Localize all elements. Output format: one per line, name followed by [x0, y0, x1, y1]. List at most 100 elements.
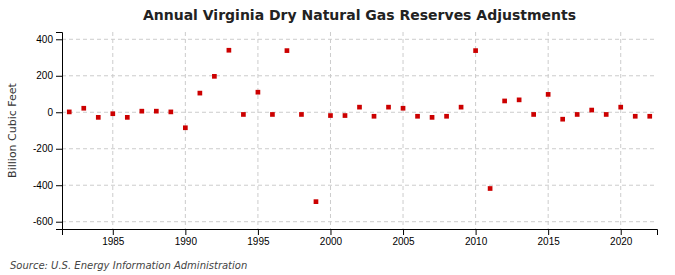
point: [560, 117, 565, 122]
x-grid-line: [257, 32, 258, 229]
point: [647, 114, 652, 119]
y-tick-label: -400: [33, 180, 53, 191]
point: [459, 105, 464, 110]
point: [343, 113, 348, 118]
point: [125, 115, 130, 120]
y-tick-mark: [56, 222, 62, 223]
point: [270, 112, 275, 117]
point: [546, 92, 551, 97]
x-tick-mark: [403, 229, 404, 235]
x-tick-label: 2005: [392, 236, 415, 247]
y-grid-line: [62, 112, 657, 113]
chart: 19851990199520002005201020152020-600-400…: [0, 0, 675, 275]
y-grid-line: [62, 221, 657, 222]
y-tick-label: 200: [36, 70, 53, 81]
y-tick-mark: [56, 185, 62, 186]
point: [604, 112, 609, 117]
y-grid-line: [62, 148, 657, 149]
x-tick: 2010: [465, 229, 488, 247]
point: [227, 48, 232, 53]
y-tick-label: -600: [33, 216, 53, 227]
point: [328, 113, 333, 118]
point: [198, 91, 203, 96]
y-tick: -600: [33, 216, 62, 227]
point: [241, 112, 246, 117]
point: [139, 109, 144, 114]
x-tick: 2015: [538, 229, 561, 247]
y-grid-line: [62, 75, 657, 76]
y-tick-mark: [56, 149, 62, 150]
point: [67, 110, 72, 115]
point: [168, 110, 173, 115]
point: [110, 111, 115, 116]
point: [183, 125, 188, 130]
y-tick: 0: [47, 107, 62, 118]
plot: 19851990199520002005201020152020-600-400…: [33, 32, 658, 247]
x-tick: 1990: [175, 229, 198, 247]
x-grid-line: [330, 32, 331, 229]
point: [96, 115, 101, 120]
point: [386, 105, 391, 110]
point: [401, 106, 406, 111]
point: [531, 112, 536, 117]
title: Annual Virginia Dry Natural Gas Reserves…: [143, 7, 576, 23]
y-tick: -400: [33, 180, 62, 191]
y-tick-mark: [56, 76, 62, 77]
x-axis-line: [63, 230, 658, 236]
x-axis: 1985 1990 1995 2000 2005 2010 2015 2020: [63, 229, 658, 247]
x-tick-label: 2010: [465, 236, 488, 247]
y-tick-label: 400: [36, 34, 53, 45]
x-tick-mark: [476, 229, 477, 235]
point: [314, 199, 319, 204]
points: [67, 48, 652, 204]
x-tick: 2005: [392, 229, 415, 247]
point: [154, 109, 159, 114]
grid: [62, 32, 657, 229]
x-grid-line: [548, 32, 549, 229]
x-tick-mark: [330, 229, 331, 235]
x-grid-line: [403, 32, 404, 229]
point: [357, 105, 362, 110]
point: [415, 114, 420, 119]
x-tick: 1985: [102, 229, 125, 247]
x-tick-label: 1990: [175, 236, 198, 247]
point: [517, 98, 522, 103]
point: [444, 114, 449, 119]
y-axis-label: Billion Cubic Feet: [6, 82, 19, 177]
x-tick: 1995: [247, 229, 270, 247]
y-tick-label: -200: [33, 143, 53, 154]
point: [256, 90, 261, 95]
x-tick-mark: [258, 229, 259, 235]
y-tick: 400: [36, 34, 62, 45]
y-tick: 200: [36, 70, 62, 81]
point: [372, 114, 377, 119]
point: [618, 105, 623, 110]
x-tick-mark: [185, 229, 186, 235]
point: [212, 74, 217, 79]
point: [488, 186, 493, 191]
x-tick-label: 1995: [247, 236, 270, 247]
x-tick-mark: [113, 229, 114, 235]
x-tick-label: 2000: [320, 236, 343, 247]
x-tick: 2000: [320, 229, 343, 247]
y-axis: -600 -400 -200 0 200 400: [33, 33, 63, 230]
point: [633, 114, 638, 119]
x-tick: 2020: [610, 229, 633, 247]
source: Source: U.S. Energy Information Administ…: [10, 260, 247, 271]
point: [285, 48, 290, 53]
y-axis-line: [56, 33, 63, 230]
x-grid-line: [185, 32, 186, 229]
x-tick-label: 2020: [610, 236, 633, 247]
y-tick-mark: [56, 39, 62, 40]
point: [299, 112, 304, 117]
point: [81, 106, 86, 111]
y-tick-label: 0: [47, 107, 53, 118]
x-grid-line: [112, 32, 113, 229]
x-tick-label: 2015: [538, 236, 561, 247]
y-grid-line: [62, 185, 657, 186]
y-tick-mark: [56, 112, 62, 113]
y-tick: -200: [33, 143, 62, 154]
x-grid-line: [475, 32, 476, 229]
x-tick-mark: [548, 229, 549, 235]
x-tick-mark: [621, 229, 622, 235]
